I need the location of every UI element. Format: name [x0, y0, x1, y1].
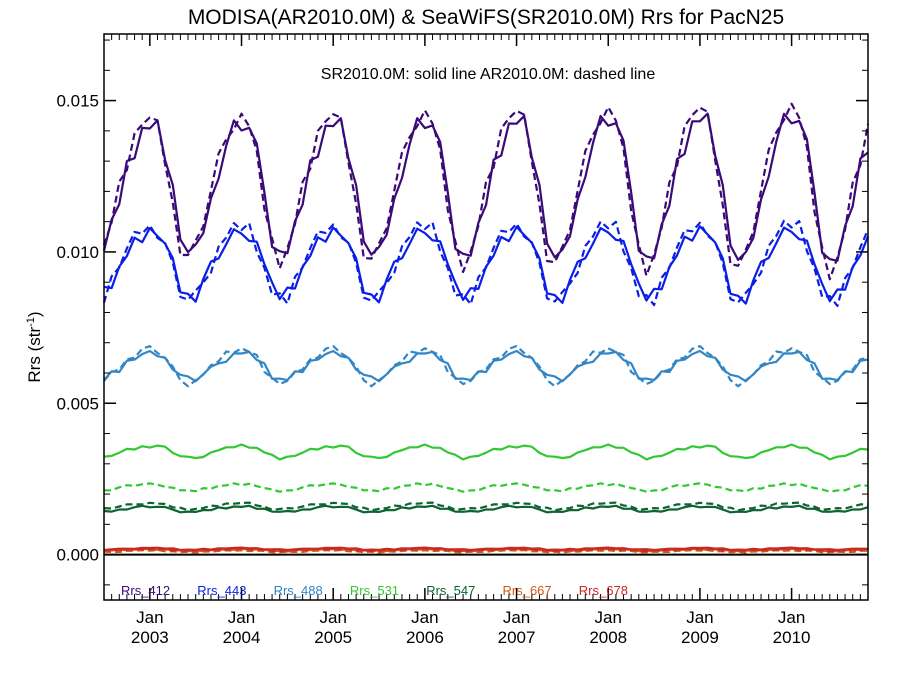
legend-rrs-667: Rrs_667: [503, 583, 552, 598]
y-tick-label: 0.015: [56, 92, 99, 111]
y-axis-label-exponent: -1: [25, 317, 37, 327]
tick-layer: 0.0000.0050.0100.015Jan2003Jan2004Jan200…: [56, 34, 868, 647]
series-rrs-547-dashed-line: [103, 501, 868, 512]
legend-rrs-412: Rrs_412: [121, 583, 170, 598]
x-tick-label-month: Jan: [595, 608, 622, 627]
series-rrs-488-solid-line: [103, 349, 869, 383]
y-axis-label: Rrs (str-1): [25, 311, 44, 382]
x-tick-label-year: 2008: [589, 628, 627, 647]
line-style-annotation: SR2010.0M: solid line AR2010.0M: dashed …: [321, 66, 656, 83]
series-rrs-412-solid-line: [102, 112, 869, 262]
legend-rrs-443: Rrs_443: [197, 583, 246, 598]
x-tick-label-month: Jan: [136, 608, 163, 627]
x-tick-label-month: Jan: [411, 608, 438, 627]
x-tick-label-year: 2009: [681, 628, 719, 647]
plot-frame: [103, 33, 869, 601]
y-axis-label-text: Rrs (str: [25, 327, 44, 383]
x-tick-label-month: Jan: [686, 608, 713, 627]
series-rrs-531-dashed-line: [103, 482, 869, 493]
series-rrs-531-solid-line: [103, 443, 869, 461]
series-rrs-547-solid-line: [103, 504, 869, 514]
x-tick-label-month: Jan: [228, 608, 255, 627]
y-axis-label-close: ): [25, 311, 44, 317]
legend-rrs-488: Rrs_488: [274, 583, 323, 598]
legend-rrs-547: Rrs_547: [426, 583, 475, 598]
y-tick-label: 0.000: [56, 546, 99, 565]
y-tick-label: 0.010: [56, 243, 99, 262]
axes-layer: [103, 33, 869, 601]
x-tick-label-month: Jan: [319, 608, 346, 627]
series-rrs-412-dashed-line: [102, 102, 870, 281]
series-rrs-443-solid-line: [103, 225, 870, 305]
x-tick-label-year: 2004: [223, 628, 261, 647]
legend-rrs-531: Rrs_531: [350, 583, 399, 598]
series-rrs-678-solid-line: [103, 546, 869, 552]
x-tick-label-year: 2010: [773, 628, 811, 647]
x-tick-label-month: Jan: [503, 608, 530, 627]
x-tick-label-year: 2003: [131, 628, 169, 647]
legend: Rrs_412 Rrs_443 Rrs_488 Rrs_531 Rrs_547 Rrs_6…: [121, 583, 628, 598]
series-layer: [102, 102, 870, 554]
x-tick-label-year: 2005: [314, 628, 352, 647]
y-tick-label: 0.005: [56, 394, 99, 413]
x-tick-label-year: 2006: [406, 628, 444, 647]
x-tick-label-year: 2007: [498, 628, 536, 647]
legend-rrs-678: Rrs_678: [579, 583, 628, 598]
x-tick-label-month: Jan: [778, 608, 805, 627]
series-rrs-488-dashed-line: [103, 345, 869, 388]
chart-title: MODISA(AR2010.0M) & SeaWiFS(SR2010.0M) R…: [188, 6, 784, 29]
